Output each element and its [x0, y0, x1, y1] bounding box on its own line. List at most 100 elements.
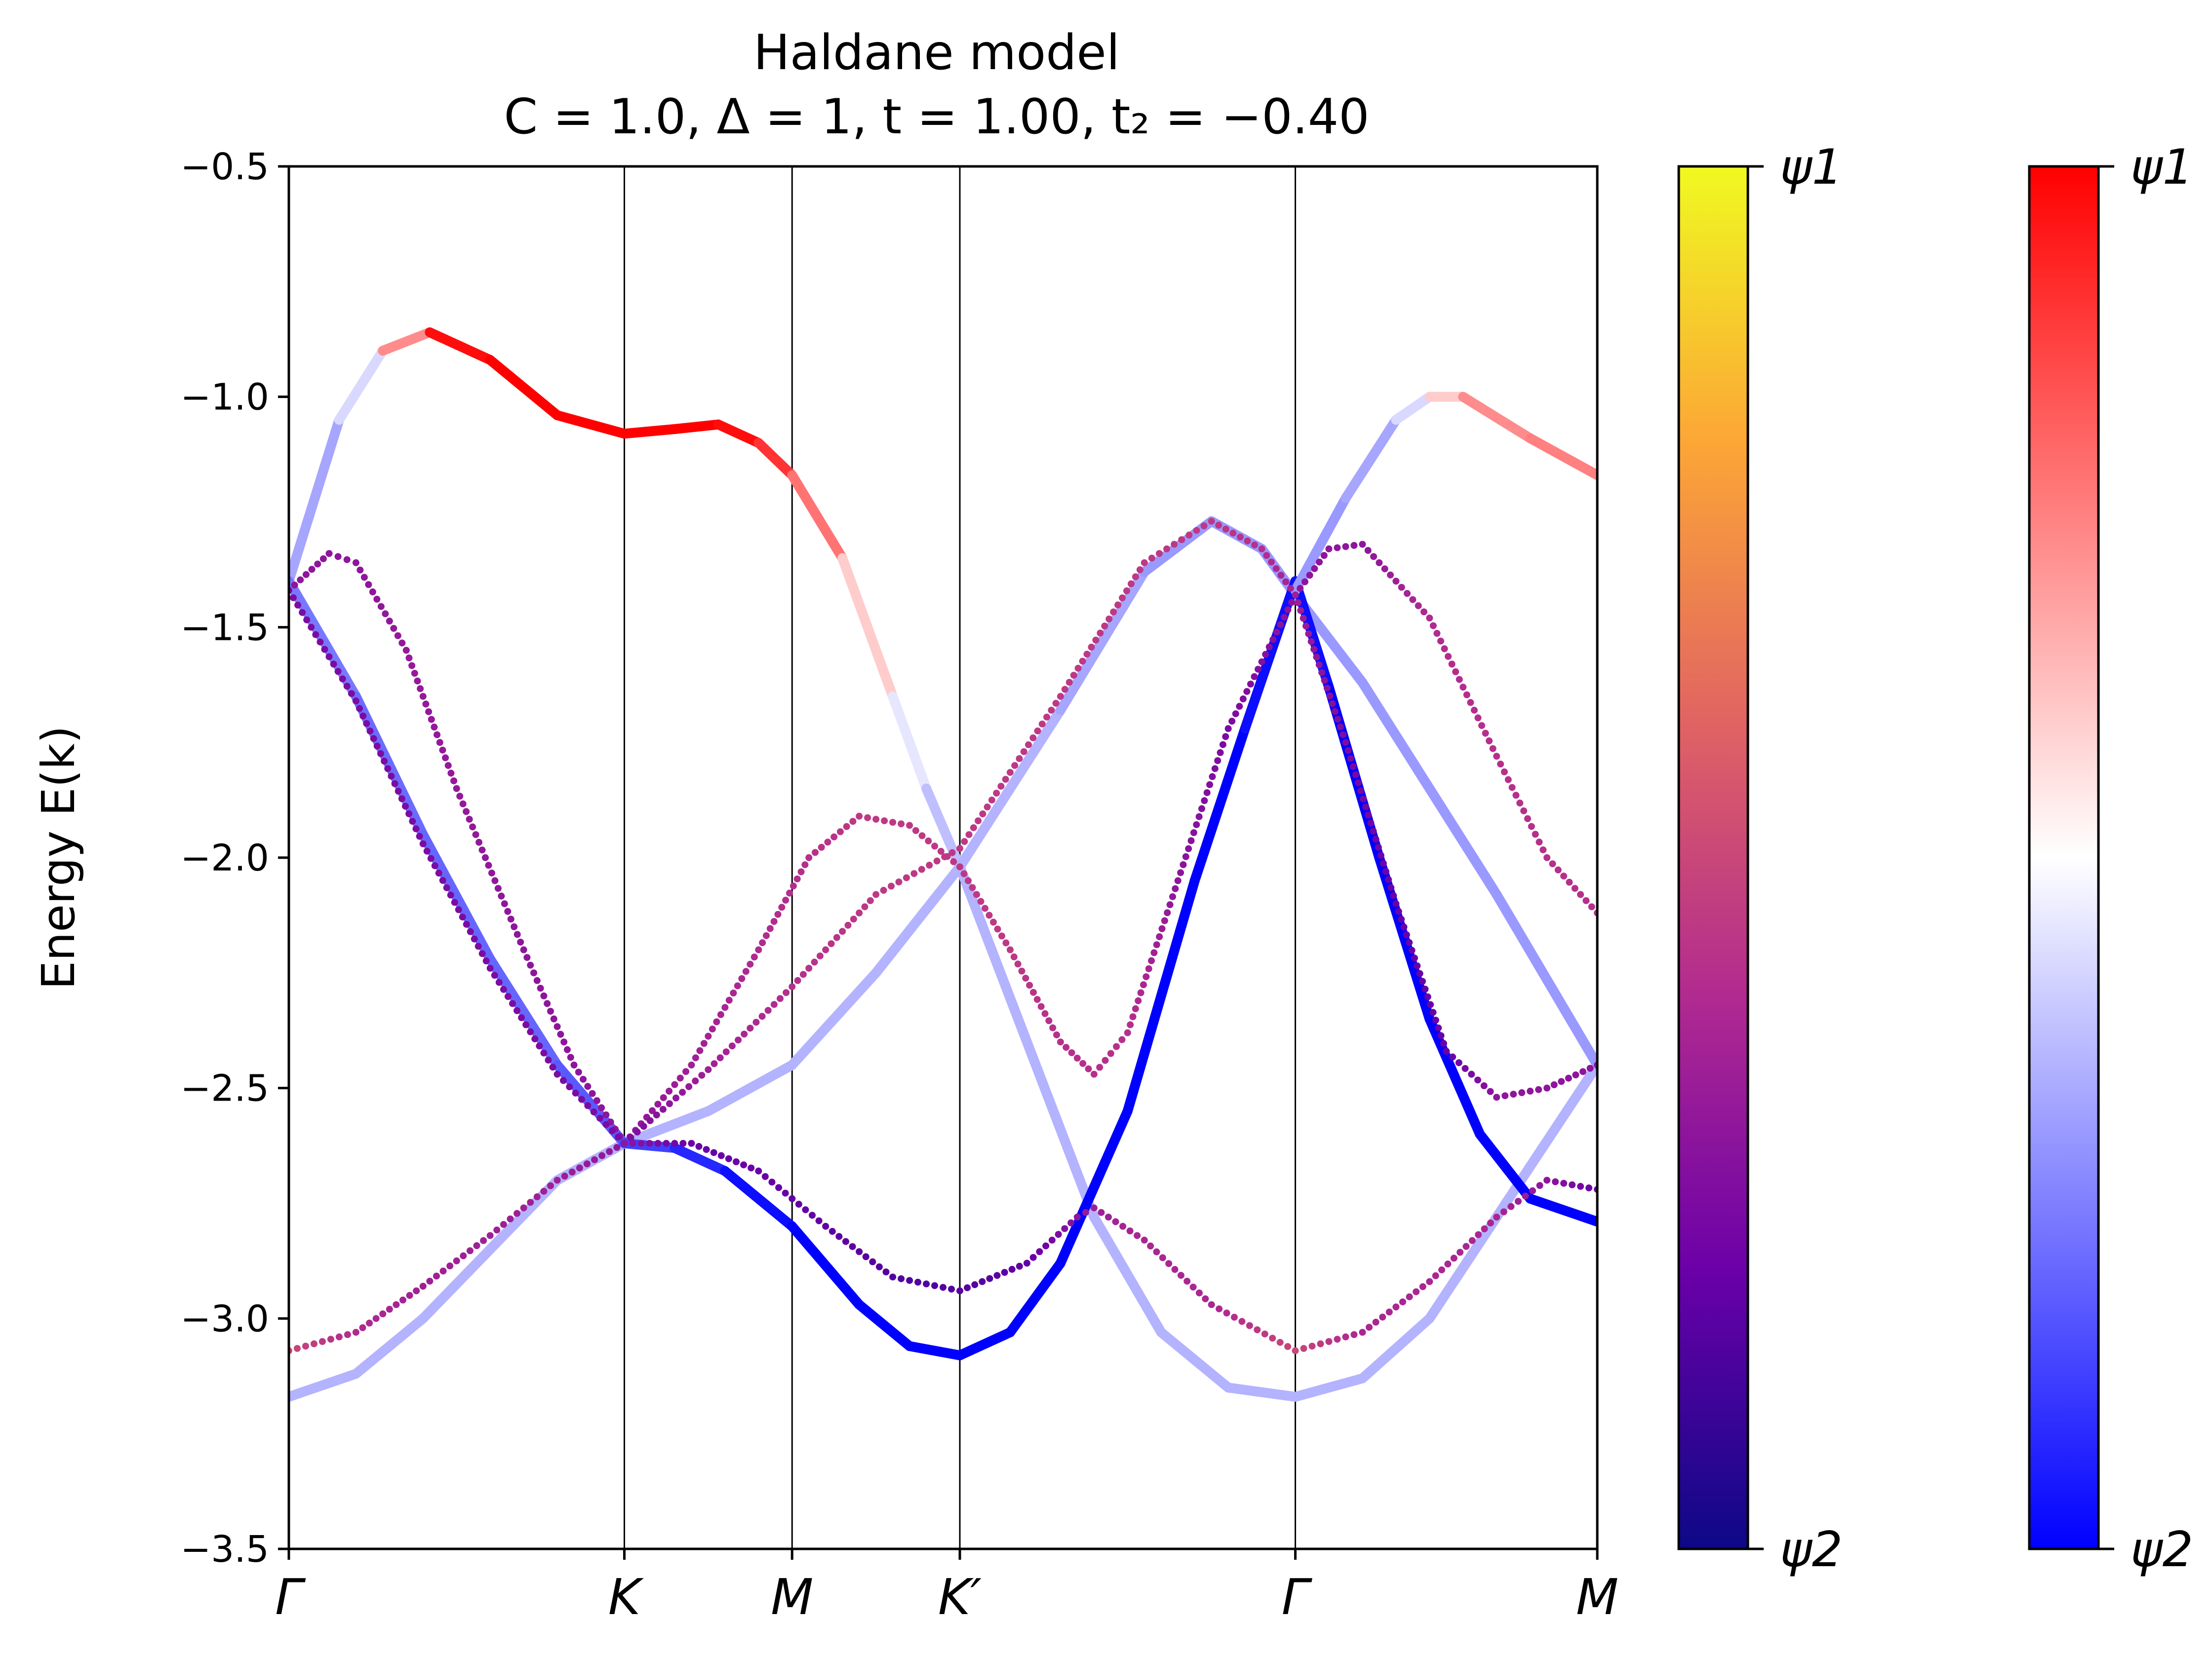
band-point: [366, 727, 374, 735]
band-point: [986, 911, 993, 919]
y-axis-ticks: −3.5 −3.0 −2.5 −2.0 −1.5 −1.0 −0.5: [180, 146, 289, 1571]
band-point: [1083, 650, 1091, 658]
band-point: [1520, 807, 1528, 815]
band-point: [1177, 1271, 1185, 1279]
band-point: [540, 992, 548, 999]
band-point: [318, 1338, 326, 1345]
band-point: [1135, 997, 1142, 1004]
band-point: [527, 1028, 534, 1035]
band-point: [786, 889, 793, 897]
band-point: [1096, 1064, 1104, 1071]
band-point: [1306, 572, 1313, 579]
band-point: [478, 950, 486, 957]
band-point: [923, 1280, 930, 1288]
band-point: [1493, 752, 1501, 760]
band-point: [1269, 636, 1277, 643]
band-point: [439, 1267, 447, 1275]
band-point: [1560, 1180, 1568, 1187]
band-segment: [552, 1138, 630, 1185]
band-point: [1127, 580, 1135, 588]
band-point: [1577, 891, 1584, 898]
band-point: [584, 1102, 592, 1109]
band-point: [377, 603, 385, 610]
band-point: [584, 1083, 592, 1090]
band-point: [1571, 885, 1579, 892]
band-point: [782, 897, 790, 904]
band-point: [790, 882, 797, 890]
band-point: [1300, 615, 1307, 622]
band-point: [1540, 846, 1547, 854]
band-point: [676, 1074, 684, 1082]
band-segment: [954, 1327, 1015, 1360]
band-point: [613, 1144, 621, 1151]
band-point: [343, 556, 351, 563]
band-point: [348, 690, 355, 697]
band-point: [411, 670, 418, 677]
band-point: [856, 1248, 863, 1255]
band-point: [1441, 645, 1448, 652]
x-tick-label: K′: [938, 1568, 982, 1626]
band-segment: [425, 327, 495, 365]
band-point: [1010, 953, 1018, 961]
band-point: [1251, 541, 1258, 549]
band-point: [453, 1257, 460, 1264]
x-tick-label: K: [608, 1568, 644, 1626]
band-point: [451, 899, 458, 906]
band-point: [293, 1345, 301, 1352]
band-point: [520, 1204, 527, 1212]
band-point: [1016, 755, 1023, 762]
band-point: [1426, 614, 1433, 622]
band-segment: [1525, 433, 1597, 480]
band-point: [1166, 901, 1174, 908]
band-point: [1022, 975, 1029, 982]
band-point: [1522, 1192, 1529, 1200]
band-point: [671, 1081, 678, 1088]
band-segment: [854, 1300, 915, 1351]
band-point: [1300, 1345, 1307, 1352]
band-point: [1543, 854, 1551, 861]
band-point: [567, 1054, 574, 1061]
band-point: [1061, 1225, 1068, 1232]
x-tick-label: M: [1576, 1568, 1619, 1626]
band-segment: [1156, 1327, 1233, 1393]
band-point: [1566, 878, 1573, 886]
band-point: [1408, 947, 1416, 954]
band-segment: [1475, 1129, 1536, 1204]
colorbar-bwr: ψ1 ψ2: [2028, 139, 2193, 1578]
band-point: [308, 566, 316, 573]
band-point: [1273, 629, 1280, 636]
band-point: [1185, 845, 1192, 852]
band-point: [740, 1161, 748, 1169]
y-tick-label: −2.5: [180, 1067, 269, 1110]
band-segment: [351, 691, 428, 840]
band-point: [918, 832, 926, 839]
band-point: [1037, 1003, 1045, 1010]
band-point: [728, 1042, 736, 1050]
band-point: [842, 1238, 849, 1245]
band-series-6: [289, 1140, 1597, 1354]
band-point: [1310, 646, 1318, 653]
band-point: [520, 946, 527, 953]
band-point: [961, 838, 968, 845]
band-point: [941, 853, 948, 861]
y-tick-label: −3.5: [180, 1528, 269, 1571]
band-point: [824, 838, 831, 846]
band-point: [493, 1226, 501, 1234]
band-point: [575, 1068, 582, 1076]
band-point: [485, 862, 492, 869]
band-point: [480, 1237, 487, 1244]
band-point: [660, 1094, 667, 1102]
band-point: [1432, 1017, 1439, 1024]
band-point: [805, 854, 813, 861]
band-point: [752, 1019, 760, 1026]
band-point: [881, 817, 888, 825]
band-point: [1079, 658, 1086, 665]
band-point: [856, 813, 863, 820]
band-point: [602, 1121, 610, 1128]
band-segment: [670, 1143, 730, 1176]
band-point: [1429, 622, 1437, 630]
band-point: [1450, 1255, 1458, 1262]
band-point: [486, 965, 494, 972]
band-point: [553, 1070, 561, 1078]
band-point: [1482, 730, 1489, 737]
